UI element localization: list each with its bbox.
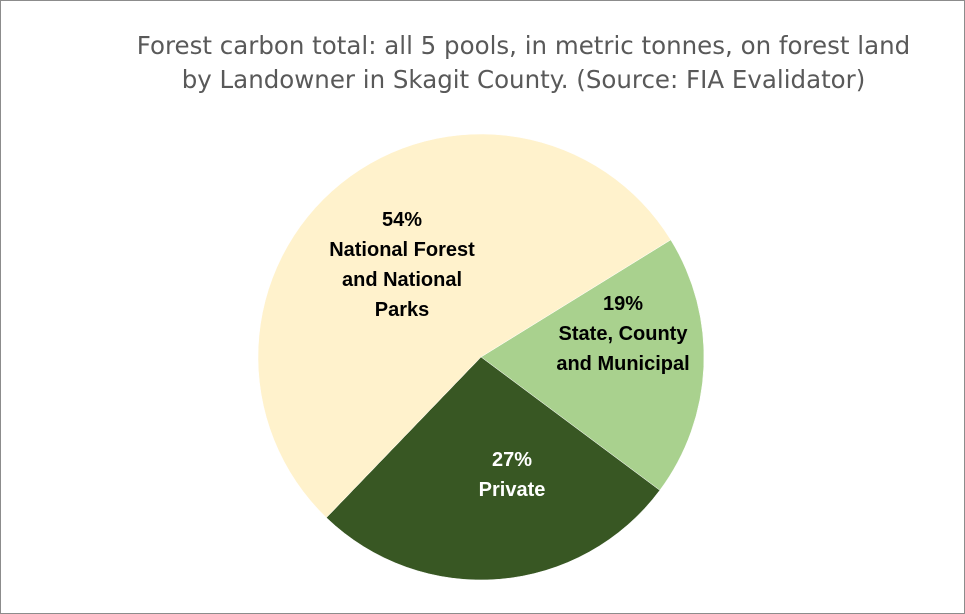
pie-labels: 19% State, County and Municipal 27% Private 5… <box>329 209 689 501</box>
slice-category-label: State, County <box>559 323 689 345</box>
pie-slice-national-forest-and-national-parks <box>257 133 672 519</box>
pie-slice-state-county-and-municipal <box>480 239 705 491</box>
pie-slices <box>257 133 705 581</box>
chart-title-line-1: Forest carbon total: all 5 pools, in met… <box>136 31 911 60</box>
slice-category-label: and National <box>342 269 462 291</box>
slice-percent-label: 54% <box>382 209 422 231</box>
slice-label-national-forest-and-national-parks: 54% National Forest and National Parks <box>329 209 475 321</box>
slice-category-label: Private <box>479 479 546 501</box>
slice-label-private: 27% Private <box>479 449 546 501</box>
slice-percent-label: 27% <box>492 449 532 471</box>
slice-category-label: and Municipal <box>556 353 689 375</box>
pie-slice-private <box>326 356 661 581</box>
chart-title-line-2: by Landowner in Skagit County. (Source: … <box>181 65 866 94</box>
slice-percent-label: 19% <box>603 293 643 315</box>
chart-title: Forest carbon total: all 5 pools, in met… <box>131 29 916 97</box>
slice-label-state-county-and-municipal: 19% State, County and Municipal <box>556 293 689 375</box>
slice-category-label: Parks <box>375 299 430 321</box>
slice-category-label: National Forest <box>329 239 475 261</box>
